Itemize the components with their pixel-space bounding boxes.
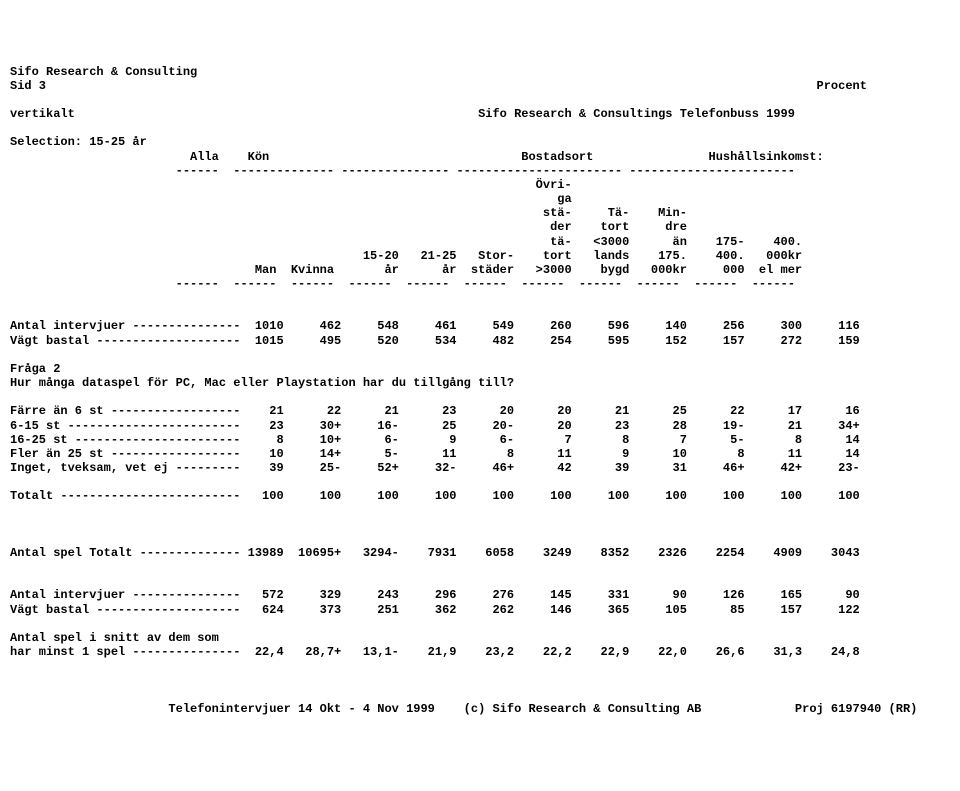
report-page: Sifo Research & Consulting Sid 3 Procent… (10, 65, 950, 716)
